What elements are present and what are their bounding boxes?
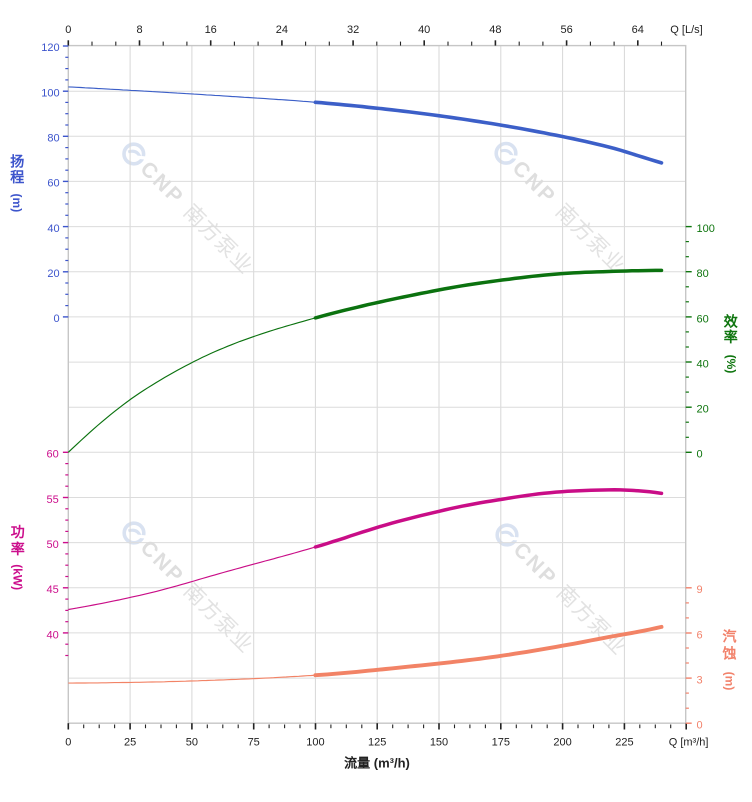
svg-text:率: 率 (724, 329, 738, 345)
svg-text:20: 20 (697, 404, 709, 416)
svg-text:程: 程 (10, 169, 24, 185)
svg-text:16: 16 (205, 24, 217, 36)
svg-text:75: 75 (248, 736, 260, 748)
svg-text:32: 32 (347, 24, 359, 36)
svg-text:40: 40 (47, 223, 59, 235)
svg-text:(m): (m) (10, 194, 24, 213)
svg-text:48: 48 (489, 24, 501, 36)
svg-text:200: 200 (553, 736, 571, 748)
svg-text:率: 率 (11, 541, 25, 557)
svg-text:(%): (%) (724, 355, 738, 374)
svg-text:24: 24 (276, 24, 288, 36)
svg-text:Q [m³/h]: Q [m³/h] (669, 736, 709, 748)
svg-text:150: 150 (430, 736, 448, 748)
svg-text:56: 56 (560, 24, 572, 36)
svg-text:80: 80 (47, 133, 59, 145)
svg-text:100: 100 (697, 223, 715, 235)
svg-text:40: 40 (418, 24, 430, 36)
svg-text:0: 0 (65, 24, 71, 36)
svg-text:25: 25 (124, 736, 136, 748)
svg-text:40: 40 (47, 629, 59, 641)
svg-text:6: 6 (697, 629, 703, 641)
svg-text:120: 120 (41, 42, 59, 54)
svg-text:扬: 扬 (10, 153, 24, 169)
svg-text:(m): (m) (723, 672, 737, 691)
svg-text:50: 50 (47, 539, 59, 551)
svg-text:64: 64 (632, 24, 644, 36)
svg-text:40: 40 (697, 358, 709, 370)
svg-text:蚀: 蚀 (722, 646, 737, 662)
svg-text:0: 0 (53, 313, 59, 325)
svg-text:功: 功 (11, 524, 25, 540)
svg-text:0: 0 (65, 736, 71, 748)
svg-text:汽: 汽 (723, 629, 737, 645)
svg-text:3: 3 (697, 675, 703, 687)
svg-text:20: 20 (47, 268, 59, 280)
svg-text:125: 125 (368, 736, 386, 748)
svg-text:60: 60 (697, 313, 709, 325)
svg-text:45: 45 (47, 584, 59, 596)
svg-text:80: 80 (697, 268, 709, 280)
svg-text:50: 50 (186, 736, 198, 748)
svg-text:8: 8 (136, 24, 142, 36)
svg-text:60: 60 (47, 449, 59, 461)
svg-text:0: 0 (697, 449, 703, 461)
svg-text:175: 175 (492, 736, 510, 748)
svg-text:Q [L/s]: Q [L/s] (670, 24, 702, 36)
svg-text:效: 效 (724, 314, 739, 330)
svg-text:100: 100 (306, 736, 324, 748)
svg-text:9: 9 (697, 584, 703, 596)
svg-text:225: 225 (615, 736, 633, 748)
svg-text:(kW): (kW) (11, 564, 25, 590)
svg-text:0: 0 (697, 720, 703, 732)
svg-text:55: 55 (47, 494, 59, 506)
svg-text:流量 (m³/h): 流量 (m³/h) (344, 756, 410, 771)
svg-text:60: 60 (47, 178, 59, 190)
svg-text:100: 100 (41, 87, 59, 99)
